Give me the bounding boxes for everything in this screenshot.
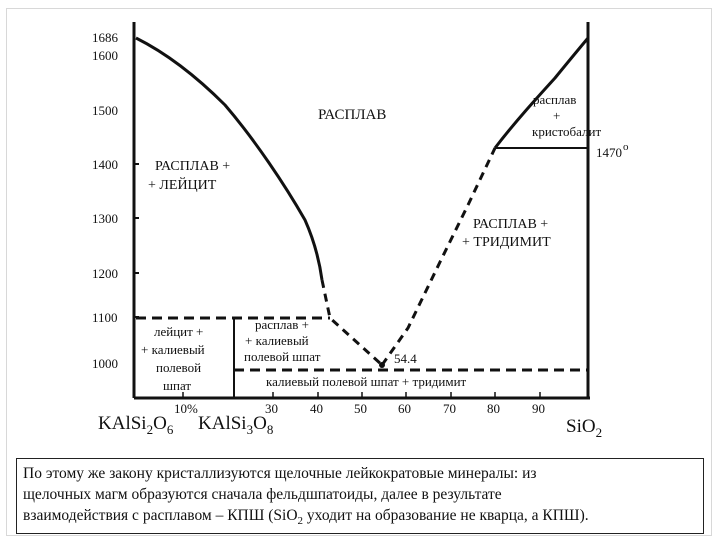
x-tick-10: 10%: [174, 401, 198, 416]
label-eutectic-54-4: 54.4: [394, 351, 417, 366]
label-melt-cristobalite-1: расплав: [533, 92, 576, 107]
label-melt-leucite-1: РАСПЛАВ +: [155, 159, 230, 174]
x-label-kfs-formula: KAlSi3O8: [198, 413, 273, 437]
label-melt-kfs-3: полевой шпат: [244, 349, 321, 364]
x-tick-30: 30: [265, 401, 278, 416]
label-kfs-tridymite: калиевый полевой шпат + тридимит: [266, 374, 467, 389]
y-tick-1400: 1400: [92, 157, 118, 172]
liquidus-cristobalite-curve: [493, 37, 590, 149]
label-leucite-kfs-1: лейцит +: [154, 324, 203, 339]
label-melt-leucite-2: + ЛЕЙЦИТ: [148, 176, 217, 193]
liquidus-tridymite-dashed: [380, 147, 497, 366]
phase-diagram: 1686 1600 1500 1400 1300 1200 1100 1000 …: [92, 22, 629, 440]
label-melt-kfs-1: расплав +: [255, 317, 309, 332]
caption-line-1: По этому же закону кристаллизуются щелоч…: [23, 465, 537, 482]
x-tick-90: 90: [532, 401, 545, 416]
x-tick-60: 60: [398, 401, 411, 416]
caption-line-3: взаимодействия с расплавом – КПШ (SiO2 у…: [23, 507, 589, 528]
label-melt: РАСПЛАВ: [318, 107, 386, 123]
label-melt-cristobalite-3: кристобалит: [532, 124, 601, 139]
y-tick-1600: 1600: [92, 48, 118, 63]
x-tick-40: 40: [310, 401, 323, 416]
y-tick-1100: 1100: [92, 310, 118, 325]
label-leucite-kfs-2: + калиевый: [141, 342, 205, 357]
label-melt-kfs-2: + калиевый: [245, 333, 309, 348]
y-tick-1200: 1200: [92, 266, 118, 281]
x-label-leucite-formula: KAlSi2O6: [98, 413, 174, 437]
x-label-sio2-formula: SiO2: [566, 416, 602, 440]
eutectic-point: [379, 362, 385, 368]
label-leucite-kfs-4: шпат: [163, 378, 191, 393]
x-tick-80: 80: [487, 401, 500, 416]
caption-box: По этому же закону кристаллизуются щелоч…: [16, 458, 704, 534]
y-tick-1686: 1686: [92, 30, 119, 45]
liquidus-leucite-curve: [135, 36, 324, 281]
label-melt-tridymite-1: РАСПЛАВ +: [473, 217, 548, 232]
label-1470: 1470o: [596, 141, 629, 160]
x-tick-70: 70: [443, 401, 456, 416]
label-melt-cristobalite-2: +: [553, 108, 560, 123]
y-tick-labels: 1686 1600 1500 1400 1300 1200 1100 1000: [92, 30, 119, 371]
caption-line-2: щелочных магм образуются сначала фельдшп…: [23, 486, 502, 503]
y-tick-1300: 1300: [92, 211, 118, 226]
label-leucite-kfs-3: полевой: [156, 360, 201, 375]
x-tick-marks: [182, 392, 541, 398]
label-melt-tridymite-2: + ТРИДИМИТ: [462, 235, 551, 250]
x-tick-50: 50: [354, 401, 367, 416]
liquidus-kfs-dashed: [320, 279, 384, 367]
x-tick-labels: 10% 30 40 50 60 70 80 90: [174, 401, 545, 416]
y-tick-1500: 1500: [92, 103, 118, 118]
y-tick-1000: 1000: [92, 356, 118, 371]
